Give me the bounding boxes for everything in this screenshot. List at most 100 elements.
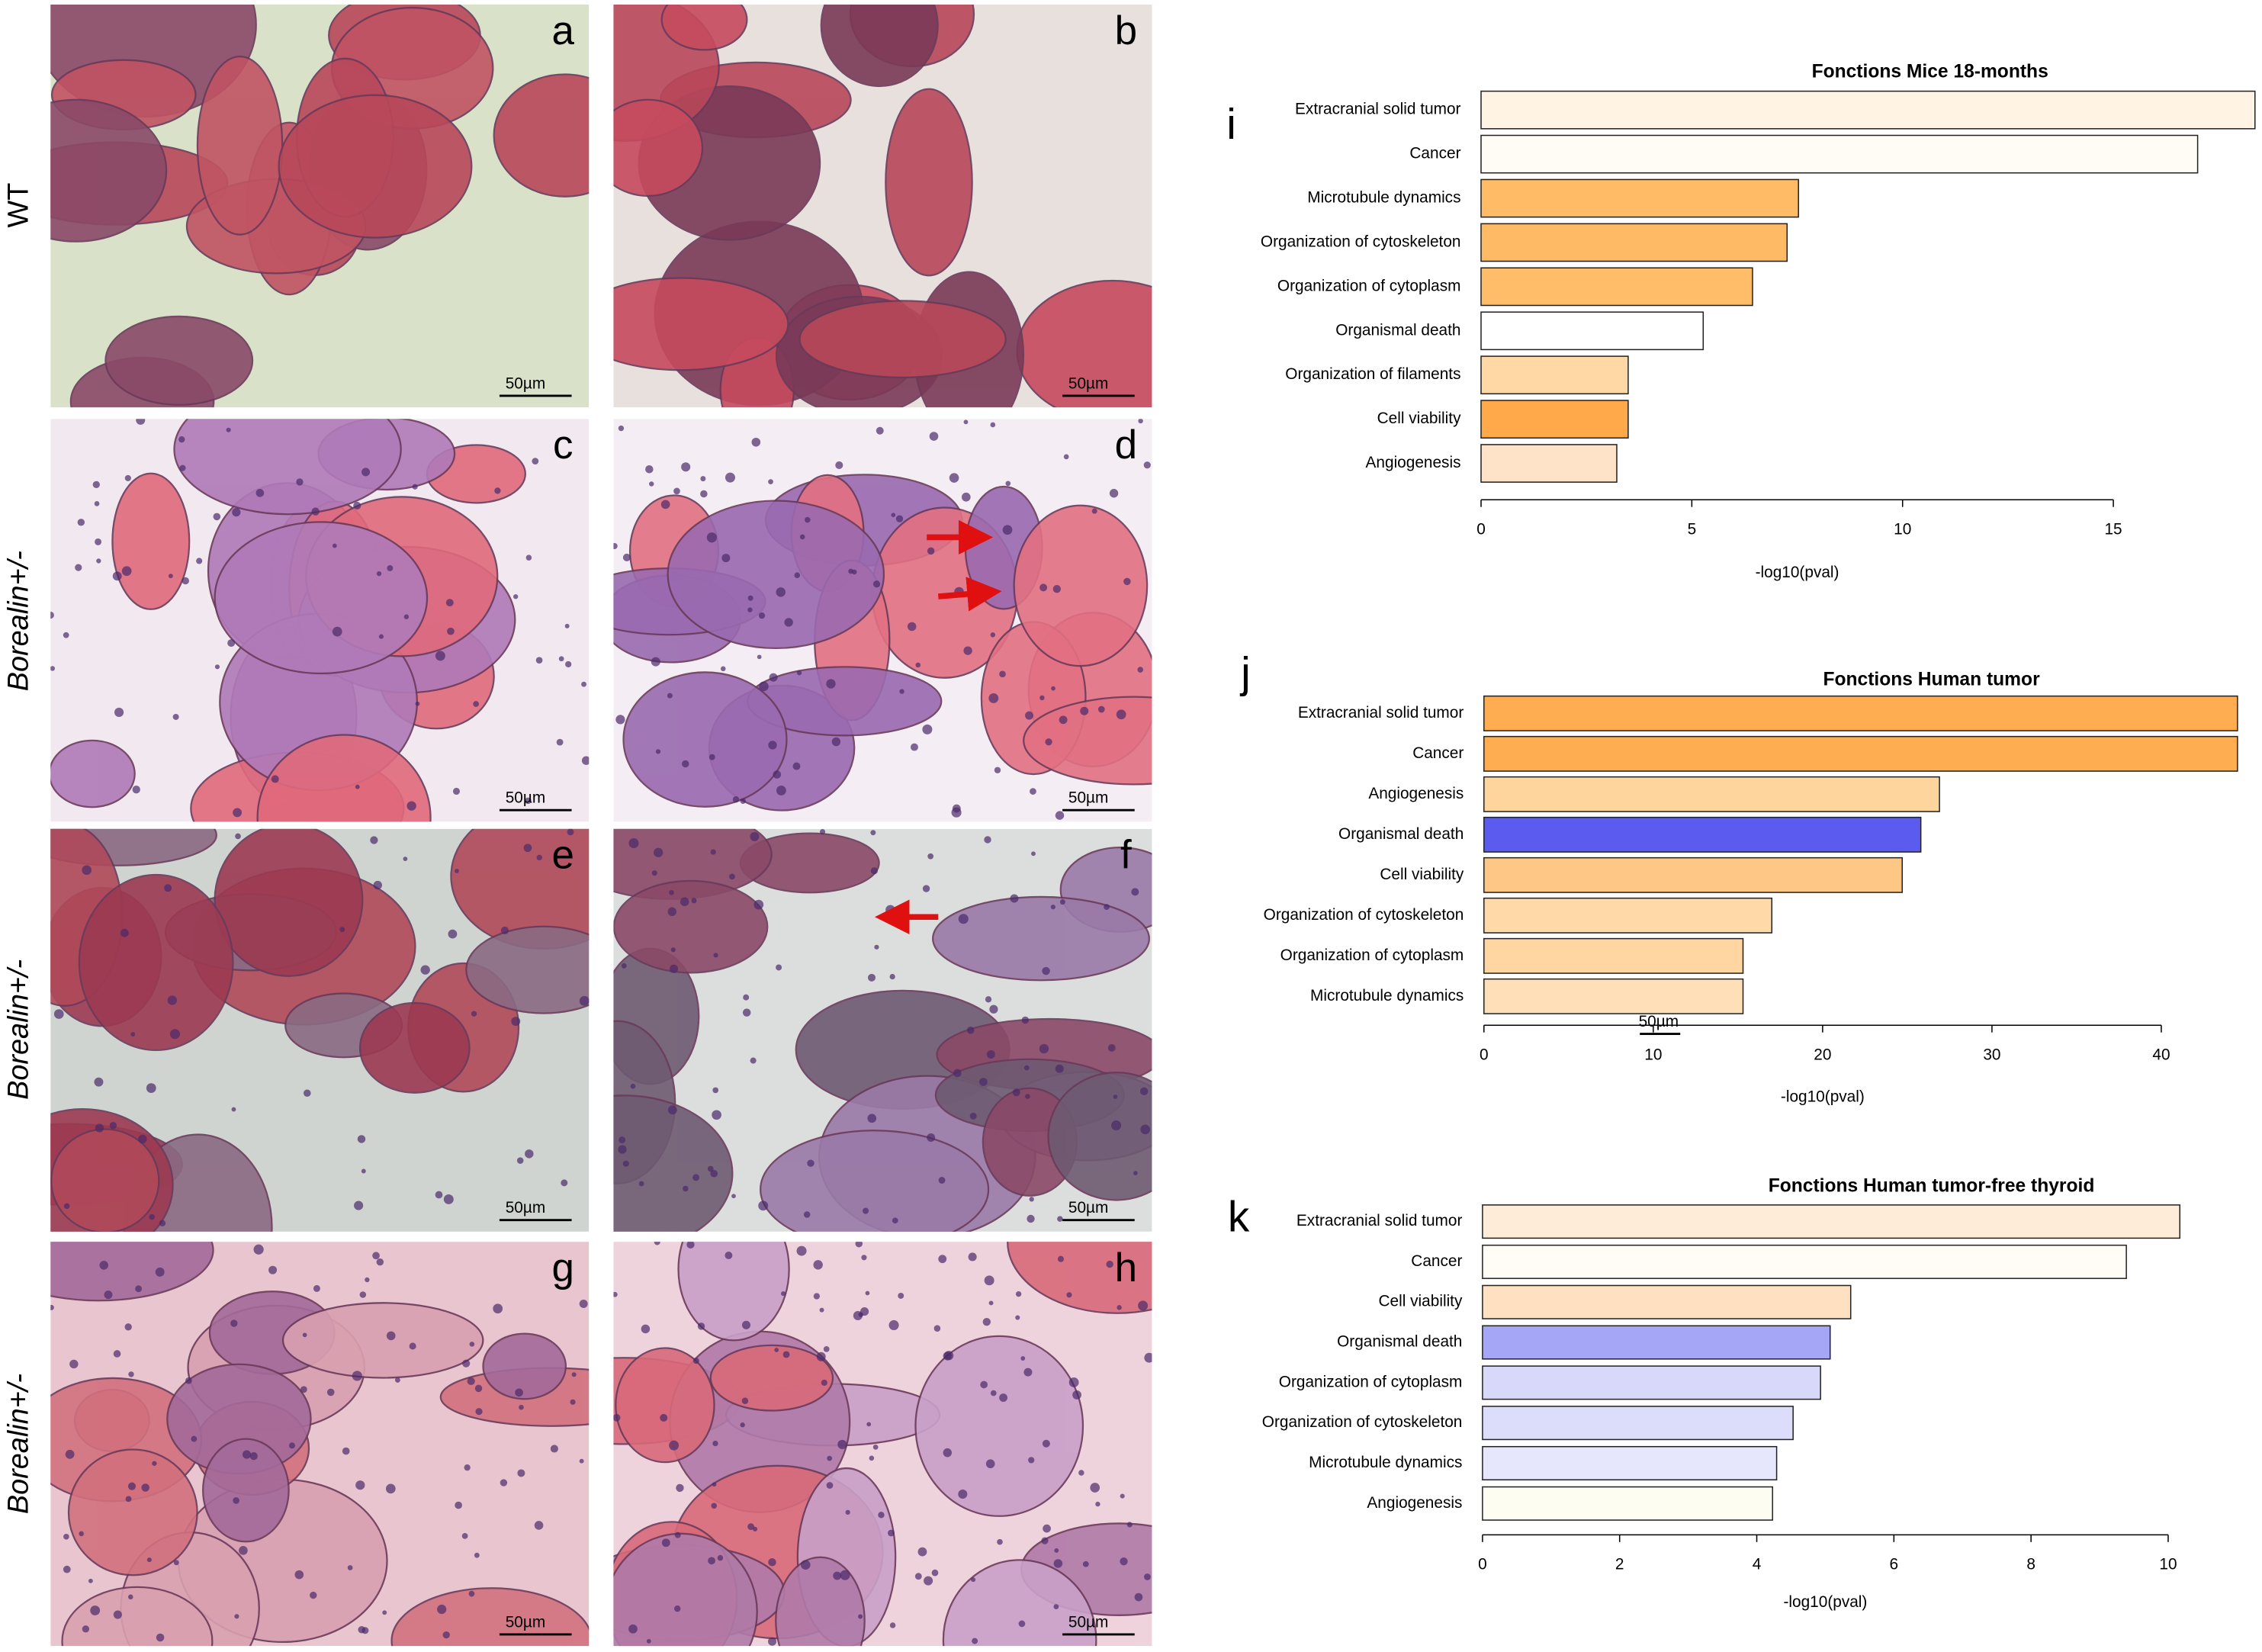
tissue xyxy=(677,1242,790,1342)
nucleus xyxy=(691,898,697,904)
category-label: Organismal death xyxy=(1337,1333,1462,1351)
nucleus xyxy=(1021,1016,1030,1024)
nucleus xyxy=(966,1026,975,1034)
nucleus xyxy=(242,1450,252,1459)
nucleus xyxy=(536,854,542,861)
nucleus xyxy=(1116,709,1126,720)
nucleus xyxy=(1015,1290,1022,1297)
tissue xyxy=(493,73,590,198)
nucleus xyxy=(794,572,801,578)
nucleus xyxy=(579,1458,584,1464)
nucleus xyxy=(826,1482,834,1489)
tissue xyxy=(798,300,1007,379)
nucleus xyxy=(742,1008,751,1017)
tissue xyxy=(390,1587,590,1647)
histology-image xyxy=(613,828,1152,1232)
nucleus xyxy=(984,1275,994,1286)
nucleus xyxy=(1091,508,1097,514)
nucleus xyxy=(1144,1573,1151,1580)
nucleus xyxy=(1066,1292,1072,1298)
nucleus xyxy=(535,657,543,664)
tissue xyxy=(613,277,789,371)
nucleus xyxy=(889,973,895,980)
nucleus xyxy=(50,666,56,671)
nucleus xyxy=(720,666,726,672)
x-tick-label: 10 xyxy=(1894,520,1911,538)
nucleus xyxy=(387,564,394,571)
nucleus xyxy=(952,804,961,813)
nucleus xyxy=(646,1638,651,1644)
nucleus xyxy=(641,1324,651,1334)
nucleus xyxy=(1143,461,1151,469)
nucleus xyxy=(311,507,320,516)
nucleus xyxy=(579,1299,588,1308)
nucleus xyxy=(94,1077,104,1087)
bar xyxy=(1480,223,1788,262)
category-label: Microtubule dynamics xyxy=(1310,987,1464,1004)
nucleus xyxy=(226,427,231,432)
nucleus xyxy=(773,770,782,779)
category-label: Organization of cytoplasm xyxy=(1280,947,1464,964)
nucleus xyxy=(253,1244,264,1255)
nucleus xyxy=(949,473,959,483)
tissue xyxy=(61,1586,214,1647)
nucleus xyxy=(1137,667,1143,673)
bar xyxy=(1482,1284,1852,1319)
nucleus xyxy=(172,713,179,720)
nucleus xyxy=(173,1560,179,1566)
nucleus xyxy=(1113,1094,1118,1099)
bar xyxy=(1480,134,2199,174)
nucleus xyxy=(621,963,627,969)
nucleus xyxy=(1005,480,1011,487)
nucleus xyxy=(876,426,884,435)
nucleus xyxy=(943,1448,953,1458)
nucleus xyxy=(92,480,100,489)
x-tick-label: 4 xyxy=(1753,1556,1762,1573)
nucleus xyxy=(1030,788,1036,795)
nucleus xyxy=(468,1590,475,1597)
nucleus xyxy=(768,1637,777,1646)
row-label: Borealin+/- xyxy=(2,551,34,691)
nucleus xyxy=(710,849,716,855)
tissue xyxy=(660,5,748,51)
nucleus xyxy=(303,1089,311,1098)
nucleus xyxy=(963,646,972,655)
nucleus xyxy=(1117,1305,1122,1310)
tissue xyxy=(202,1438,290,1543)
nucleus xyxy=(500,1479,508,1486)
nucleus xyxy=(455,869,459,873)
nucleus xyxy=(326,1388,335,1396)
nucleus xyxy=(707,1165,714,1172)
tissue xyxy=(760,1130,990,1232)
nucleus xyxy=(233,808,243,818)
nucleus xyxy=(1107,1043,1116,1052)
nucleus xyxy=(79,1531,84,1537)
nucleus xyxy=(792,762,801,770)
x-tick-label: 10 xyxy=(2159,1556,2177,1573)
tissue xyxy=(50,1128,160,1232)
tissue xyxy=(281,1302,484,1379)
nucleus xyxy=(747,607,753,612)
nucleus xyxy=(63,1203,70,1210)
nucleus xyxy=(1095,1501,1100,1507)
nucleus xyxy=(233,1497,239,1504)
tissue xyxy=(104,315,254,406)
nucleus xyxy=(622,1160,629,1167)
nucleus xyxy=(740,1422,745,1428)
nucleus xyxy=(618,425,625,432)
nucleus xyxy=(96,558,101,564)
bar xyxy=(1482,1406,1794,1441)
category-label: Cancer xyxy=(1411,1252,1462,1270)
nucleus xyxy=(227,639,236,648)
bar xyxy=(1483,937,1744,974)
nucleus xyxy=(141,1483,149,1492)
scale-bar-label: 50µm xyxy=(506,789,545,807)
nucleus xyxy=(1106,1260,1113,1268)
nucleus xyxy=(837,1439,847,1450)
nucleus xyxy=(361,468,371,477)
nucleus xyxy=(628,1624,638,1634)
bar xyxy=(1480,400,1629,439)
image-content xyxy=(613,5,1152,408)
nucleus xyxy=(813,1293,820,1300)
nucleus xyxy=(412,484,418,490)
